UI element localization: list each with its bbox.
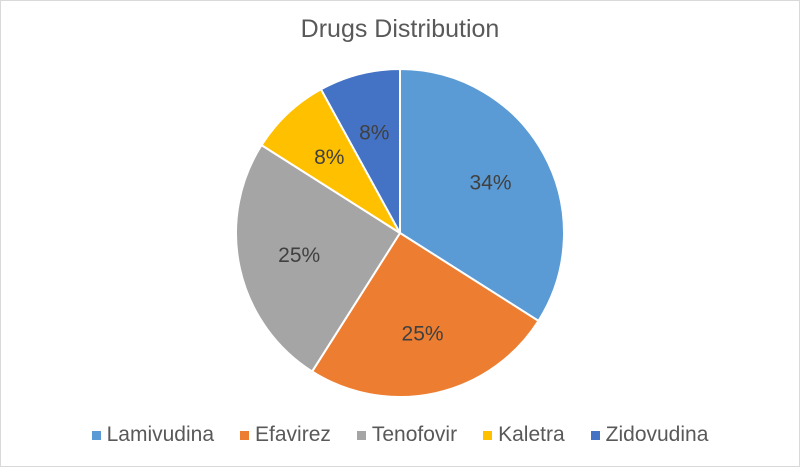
pie-slice-efavirez (310, 231, 540, 399)
data-label-tenofovir: 25% (278, 244, 320, 267)
legend-item-efavirez: Efavirez (240, 423, 331, 447)
data-label-kaletra: 8% (314, 146, 344, 169)
data-label-efavirez: 25% (402, 322, 444, 345)
legend-label: Zidovudina (605, 423, 709, 446)
legend-item-lamivudina: Lamivudina (91, 423, 215, 447)
legend-swatch (356, 430, 366, 440)
legend-label: Efavirez (255, 423, 331, 446)
pie-slice-tenofovir (234, 143, 402, 373)
chart-title: Drugs Distribution (300, 15, 500, 43)
legend-swatch (240, 430, 250, 440)
legend-item-tenofovir: Tenofovir (356, 423, 458, 447)
chart-legend: Lamivudina Efavirez Tenofovir Kaletra Zidovu… (1, 423, 799, 447)
legend-label: Tenofovir (371, 423, 458, 446)
legend-swatch (483, 430, 493, 440)
data-label-zidovudina: 8% (359, 121, 389, 144)
legend-item-kaletra: Kaletra (483, 423, 565, 447)
pie-slice-zidovudina (319, 67, 401, 234)
legend-swatch (590, 430, 600, 440)
legend-label: Lamivudina (106, 423, 215, 446)
legend-item-zidovudina: Zidovudina (590, 423, 709, 447)
legend-swatch (91, 430, 101, 440)
legend-label: Kaletra (498, 423, 565, 446)
data-label-lamivudina: 34% (470, 172, 512, 195)
